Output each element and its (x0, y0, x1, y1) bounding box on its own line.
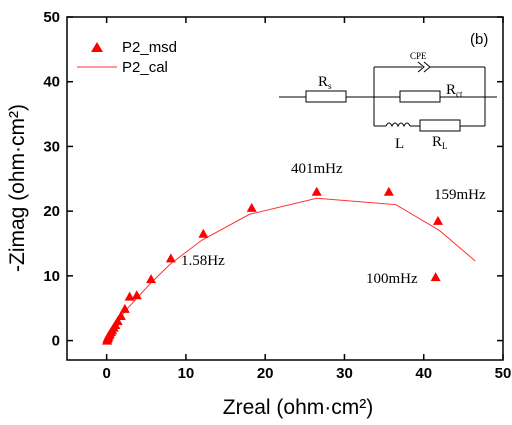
panel-label: (b) (470, 31, 488, 48)
rs-label: Rs (318, 74, 332, 91)
msd-point-18 (246, 202, 257, 212)
annotation-159mhz: 159mHz (434, 187, 486, 203)
msd-point-17 (198, 228, 209, 238)
inductor-l (385, 122, 411, 128)
rs-label-main: R (318, 74, 328, 90)
x-tick-label-0: 0 (102, 365, 110, 382)
cpe-symbol (417, 61, 425, 73)
cpe-symbol-2 (423, 61, 431, 73)
x-axis-label: Zreal (ohm·cm²) (223, 396, 374, 419)
annotation-401mhz: 401mHz (291, 161, 343, 177)
msd-point-14 (131, 290, 142, 300)
equivalent-circuit (279, 61, 497, 132)
msd-point-21 (432, 215, 443, 225)
msd-point-10 (112, 316, 123, 326)
resistor-rl (419, 119, 461, 132)
msd-point-16 (165, 253, 176, 263)
resistor-rct (399, 90, 441, 103)
x-tick-label-30: 30 (336, 365, 353, 382)
legend-label-cal: P2_cal (122, 59, 168, 76)
cal-line (106, 197, 476, 341)
cpe-label: CPE (410, 51, 427, 61)
rct-label: Rct (446, 82, 463, 99)
msd-point-22 (430, 272, 441, 282)
x-tick-label-20: 20 (257, 365, 274, 382)
legend-marker-msd (91, 42, 103, 52)
msd-point-15 (146, 274, 157, 284)
legend-label-msd: P2_msd (122, 39, 177, 56)
y-tick-label-10: 10 (43, 268, 60, 285)
rl-label: RL (432, 134, 448, 151)
series-p2-msd (102, 186, 443, 345)
msd-point-11 (115, 310, 126, 320)
y-tick-label-40: 40 (43, 74, 60, 91)
rct-label-main: R (446, 82, 456, 98)
legend: P2_msd P2_cal (77, 39, 177, 76)
y-tick-label-50: 50 (43, 9, 60, 26)
series-p2-cal (106, 197, 476, 341)
x-axis-label-text: Zreal (ohm·cm²) (223, 396, 374, 419)
y-axis-label-text: -Zimag (ohm·cm²) (6, 104, 29, 272)
rs-label-sub: s (328, 81, 332, 91)
msd-point-13 (124, 291, 135, 301)
y-axis-label: -Zimag (ohm·cm²) (6, 104, 29, 272)
annotation-100mhz: 100mHz (366, 271, 418, 287)
msd-point-20 (383, 186, 394, 196)
plot-frame (66, 16, 504, 361)
rl-label-sub: L (442, 141, 448, 151)
y-tick-label-30: 30 (43, 138, 60, 155)
resistor-rs (305, 90, 347, 103)
annotation-1-58hz: 1.58Hz (181, 253, 225, 269)
l-label: L (395, 136, 404, 152)
x-tick-label-50: 50 (495, 365, 512, 382)
x-tick-label-10: 10 (178, 365, 195, 382)
rl-label-main: R (432, 134, 442, 150)
axis-ticks: 0 10 20 30 40 50 0 10 20 30 40 50 (43, 9, 511, 382)
x-tick-label-40: 40 (415, 365, 432, 382)
circuit-labels: CPE Rs Rct L RL (318, 51, 463, 152)
y-tick-label-20: 20 (43, 203, 60, 220)
msd-point-19 (311, 186, 322, 196)
rct-label-sub: ct (456, 89, 463, 99)
msd-point-12 (119, 303, 130, 313)
y-tick-label-0: 0 (52, 333, 60, 350)
